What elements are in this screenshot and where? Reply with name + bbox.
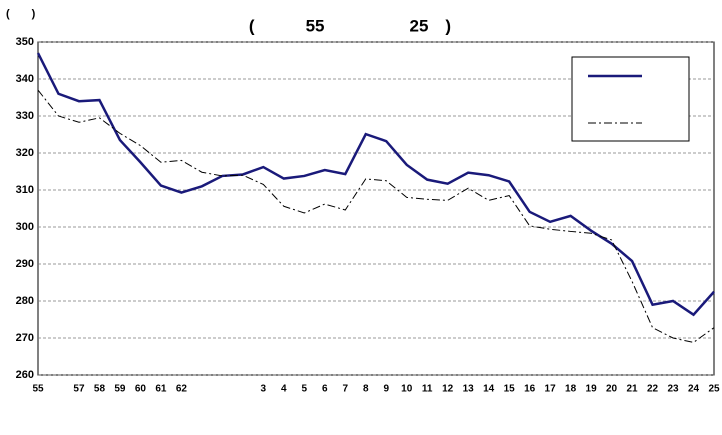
chart-title: ( 55 25 ) xyxy=(249,16,451,35)
y-tick-label: 270 xyxy=(16,332,34,344)
x-tick-label: 24 xyxy=(688,384,700,395)
x-tick-label: 59 xyxy=(114,384,126,395)
x-tick-label: 61 xyxy=(155,384,167,395)
x-tick-label: 17 xyxy=(545,384,557,395)
y-axis-label: ( ) xyxy=(6,8,36,20)
x-tick-label: 23 xyxy=(667,384,679,395)
y-tick-label: 340 xyxy=(16,73,34,85)
x-tick-label: 11 xyxy=(422,384,433,395)
x-tick-label: 21 xyxy=(626,384,638,395)
y-tick-label: 290 xyxy=(16,258,34,270)
series-line xyxy=(36,52,715,317)
x-tick-label: 62 xyxy=(176,384,188,395)
y-tick-label: 260 xyxy=(16,369,34,381)
x-tick-label: 22 xyxy=(647,384,659,395)
y-tick-label: 320 xyxy=(16,147,34,159)
x-tick-label: 19 xyxy=(586,384,598,395)
x-tick-label: 7 xyxy=(342,384,348,395)
x-tick-label: 55 xyxy=(32,384,44,395)
series-line xyxy=(37,89,715,343)
y-tick-label: 330 xyxy=(16,110,34,122)
x-tick-label: 5 xyxy=(302,384,308,395)
x-tick-label: 4 xyxy=(281,384,287,395)
x-tick-label: 57 xyxy=(73,384,85,395)
x-tick-label: 3 xyxy=(261,384,267,395)
x-tick-label: 14 xyxy=(483,384,495,395)
legend-box xyxy=(571,56,690,142)
y-tick-label: 350 xyxy=(16,36,34,48)
x-tick-label: 12 xyxy=(442,384,454,395)
x-tick-label: 6 xyxy=(322,384,328,395)
x-tick-label: 9 xyxy=(383,384,389,395)
y-tick-label: 280 xyxy=(16,295,34,307)
x-tick-label: 10 xyxy=(401,384,413,395)
x-tick-label: 58 xyxy=(94,384,106,395)
y-tick-label: 300 xyxy=(16,221,34,233)
x-tick-label: 13 xyxy=(463,384,475,395)
x-tick-label: 15 xyxy=(504,384,516,395)
x-tick-label: 20 xyxy=(606,384,618,395)
y-tick-label: 310 xyxy=(16,184,34,196)
x-tick-label: 60 xyxy=(135,384,147,395)
x-tick-label: 16 xyxy=(524,384,536,395)
x-tick-label: 25 xyxy=(708,384,720,395)
x-tick-label: 18 xyxy=(565,384,577,395)
x-tick-label: 8 xyxy=(363,384,369,395)
